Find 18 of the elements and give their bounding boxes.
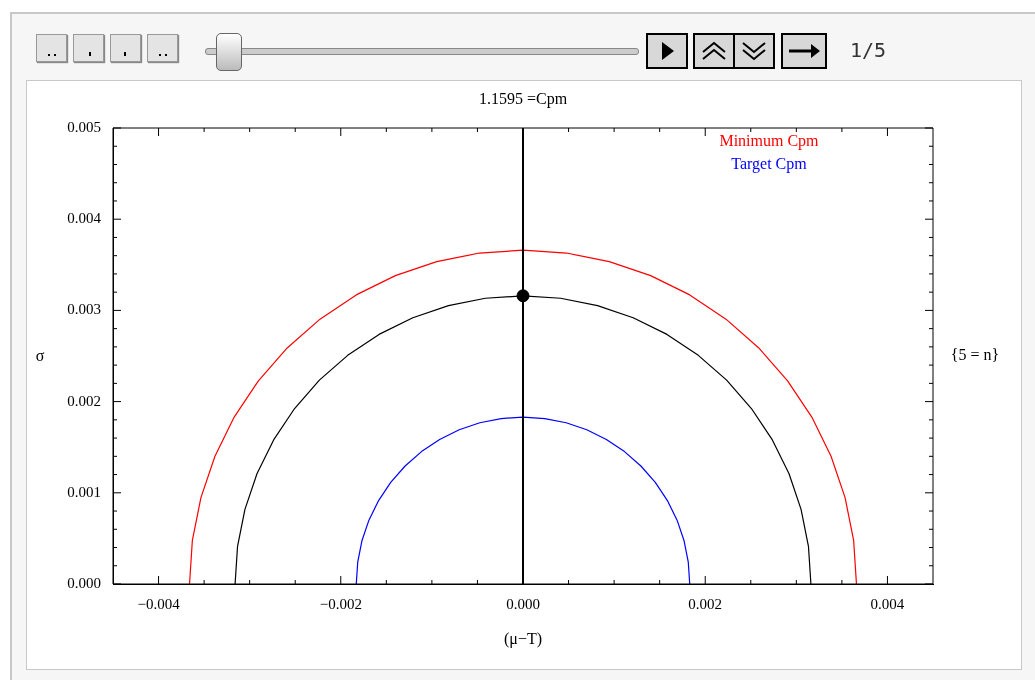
y-tick-label: 0.005 — [67, 118, 101, 135]
y-tick-label: 0.000 — [67, 574, 101, 591]
x-tick-label: 0.002 — [688, 595, 723, 612]
y-tick-label: 0.004 — [67, 210, 102, 227]
y-tick-label: 0.003 — [67, 301, 101, 318]
x-tick-label: 0.000 — [506, 595, 540, 612]
chart-title: 1.1595 =Cpm — [478, 90, 568, 109]
y-tick-label: 0.002 — [67, 392, 101, 409]
x-tick-label: 0.004 — [870, 595, 905, 612]
text: Minimum Cpm — [719, 132, 820, 151]
text: {5 = n} — [950, 346, 1000, 364]
x-tick-label: −0.004 — [137, 595, 181, 612]
y-axis-title: σ — [35, 347, 45, 365]
y-tick-label: 0.001 — [67, 483, 101, 500]
x-tick-label: −0.002 — [319, 595, 362, 612]
text: 1/5 — [850, 38, 887, 62]
x-axis-title: (μ−T) — [503, 630, 543, 649]
text: Target Cpm — [731, 155, 808, 174]
